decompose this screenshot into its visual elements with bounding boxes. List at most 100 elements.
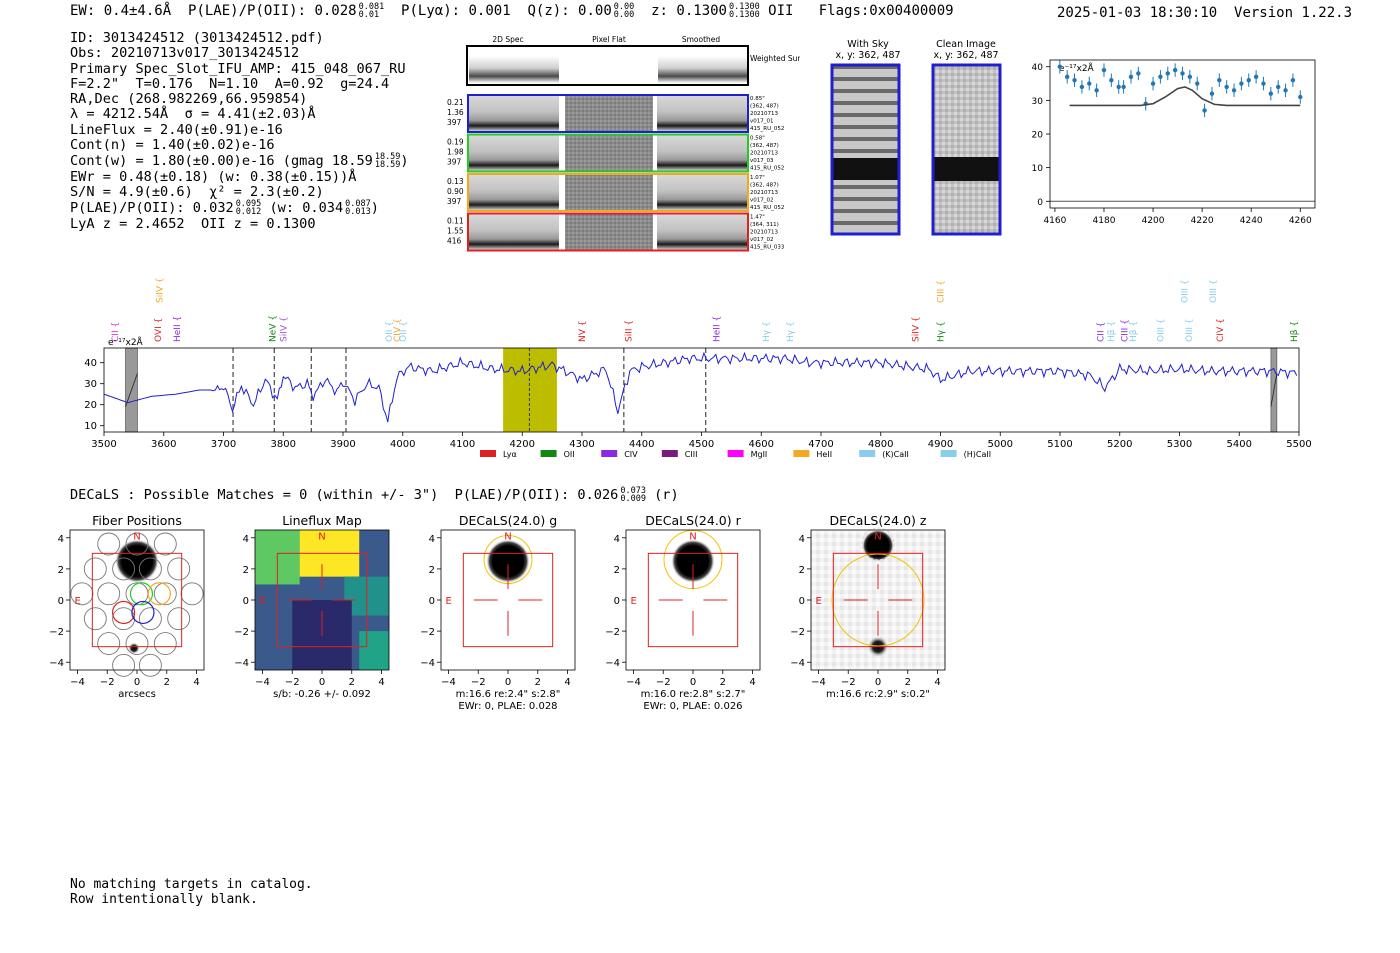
bright-source [115, 539, 159, 584]
x-tick-label: 4500 [689, 439, 714, 450]
x-tick-label: 0 [690, 677, 696, 688]
cutout-xlabel: m:16.6 re:2.4" s:2.8" [456, 689, 561, 700]
x-tick-label: 4 [934, 677, 940, 688]
search-box [276, 552, 368, 648]
data-point [1231, 88, 1237, 93]
fiber-circle [180, 582, 204, 606]
spec2d-row-meta: 1.47" [750, 215, 765, 221]
east-label: E [445, 596, 451, 607]
data-point [1187, 74, 1193, 80]
masked-hatch [125, 373, 138, 407]
info-obs: Obs: 20210713v017_3013424512 [70, 45, 300, 62]
header-summary: EW: 0.4±4.6Å P(LAE)/P(OII): 0.028 0.081 0.… [70, 2, 954, 20]
legend-swatch [601, 450, 618, 457]
data-point [1094, 88, 1099, 93]
decals-plae-hi: 0.073 [620, 486, 646, 496]
data-point [1057, 64, 1063, 69]
data-point [1253, 74, 1259, 80]
fiber-circle [112, 557, 136, 581]
info-contn: Cont(n) = 1.40(±0.02)e-16 [70, 137, 275, 154]
x-tick-label: 5400 [1227, 439, 1252, 450]
spec2d-row-meta: v017_02 [750, 237, 774, 243]
info-contw-text: Cont(w) = 1.80(±0.00)e-16 (gmag 18.59 [70, 153, 373, 170]
fit-line [1069, 86, 1301, 107]
spec2d-cutout [469, 175, 559, 210]
spec2d-row-frame [467, 212, 749, 252]
spec2d-row-stat: 416 [447, 237, 462, 246]
data-point [1180, 71, 1185, 76]
spec2d-row-meta: (362, 487) [750, 143, 779, 149]
search-box [832, 552, 924, 648]
line-label: CIII { [937, 280, 947, 303]
y-tick-label: −4 [790, 658, 805, 669]
north-label: N [504, 531, 511, 542]
legend-label: (K)CaII [882, 450, 909, 459]
y-tick-label: 20 [84, 400, 97, 411]
pixel-flat-cutout [565, 135, 653, 171]
aperture-circle [831, 553, 925, 647]
x-tick-label: 0 [875, 677, 881, 688]
line-label: Hβ { [1290, 321, 1300, 342]
decals-cutouts: Fiber Positions N E −4 −4 −2 −2 0 0 2 2 4 4 arcsecs Li… [49, 513, 946, 712]
x-tick-label: −4 [70, 677, 85, 688]
spec2d-row-stat: 397 [447, 118, 462, 127]
spec2d-row-stat: 397 [447, 197, 462, 206]
y-tick-label: 20 [1032, 131, 1044, 141]
info-plae-w-lo: 0.013 [345, 207, 371, 218]
spec2d-cutout [469, 214, 559, 250]
line-label: OIII { [1185, 318, 1195, 342]
y-tick-label: 2 [799, 565, 805, 576]
lineflux-patch [359, 631, 389, 670]
x-tick-label: 4200 [510, 439, 535, 450]
x-tick-label: 3500 [91, 439, 116, 450]
spec2d-col-title: 2D Spec [492, 35, 523, 44]
catalog-note: No matching targets in catalog. Row inte… [70, 877, 313, 907]
x-tick-label: 4600 [749, 439, 774, 450]
y-tick-label: 2 [243, 565, 249, 576]
fiber-circle [153, 632, 177, 656]
data-point [1283, 88, 1288, 93]
info-plae-w-hi: 0.087 [345, 199, 371, 210]
header-plae-hi: 0.081 [358, 2, 385, 12]
full-spectrum-plot: e⁻¹⁷x2Å 3500 3600 3700 3800 3900 4000 4100 4200… [84, 278, 1311, 459]
pixel-flat-cutout [565, 96, 653, 131]
clean-image-frame [931, 63, 1002, 236]
fiber-highlight [131, 600, 155, 625]
legend-label: CIV [624, 450, 638, 459]
y-tick-label: −2 [420, 627, 435, 638]
source-aperture [861, 527, 895, 561]
catalog-line-1: No matching targets in catalog. [70, 877, 313, 892]
cutout-xlabel-2: EWr: 0, PLAE: 0.026 [643, 701, 742, 712]
info-contw: Cont(w) = 1.80(±0.00)e-16 (gmag 18.59 18.… [70, 153, 409, 170]
search-box [462, 552, 554, 648]
data-point [1158, 74, 1163, 80]
bright-source [671, 539, 715, 584]
line-label: SiIV { [911, 316, 921, 342]
spec2d-row-meta: 20210713 [750, 151, 778, 157]
legend-label: OII [564, 450, 575, 459]
with-sky-image [832, 65, 899, 234]
sky-panels: With Sky x, y: 362, 487 Clean Image x, y… [830, 39, 1002, 236]
fiber-circle [125, 532, 149, 556]
data-point [1165, 71, 1170, 76]
x-tick-label: 4900 [928, 439, 953, 450]
fiber-circle [97, 632, 121, 656]
line-label: Hγ { [937, 321, 947, 342]
line-label: NeV { [268, 315, 278, 342]
catalog-line-2: Row intentionally blank. [70, 892, 258, 907]
x-tick-label: 4400 [629, 439, 654, 450]
fiber-circle [153, 532, 177, 556]
fiber-circle [112, 653, 136, 677]
spec2d-row-meta: v017_03 [750, 158, 774, 164]
line-label: Hγ { [786, 321, 796, 342]
spec2d-row-stat: 1.55 [447, 227, 464, 236]
x-tick-label: 5300 [1167, 439, 1192, 450]
info-sn: S/N = 4.9(±0.6) χ² = 2.3(±0.2) [70, 183, 324, 200]
data-point [1246, 77, 1251, 83]
y-tick-label: 2 [429, 565, 435, 576]
x-tick-label: 3700 [211, 439, 236, 450]
data-point [1217, 77, 1222, 83]
